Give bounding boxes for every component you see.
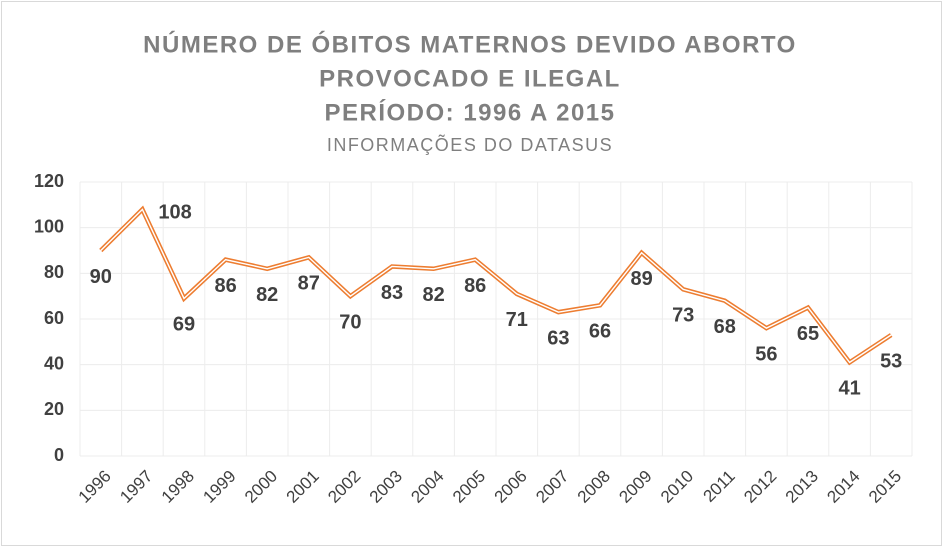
data-label: 56 [755,343,777,365]
data-label: 90 [90,266,112,288]
y-tick-label: 0 [54,445,64,465]
data-label: 86 [214,275,236,297]
data-label: 66 [589,321,611,343]
data-label: 73 [672,305,694,327]
data-label: 68 [714,316,736,338]
y-tick-label: 100 [34,216,64,236]
data-label: 41 [838,378,860,400]
y-tick-label: 40 [44,353,64,373]
data-label: 108 [158,202,191,224]
y-tick-label: 80 [44,262,64,282]
data-line-highlight [100,208,892,364]
chart-title-line: PROVOCADO E ILEGAL [319,65,621,92]
data-label: 87 [298,273,320,295]
y-tick-label: 120 [34,171,64,191]
data-label: 63 [547,327,569,349]
data-label: 71 [506,309,528,331]
chart-title-line: NÚMERO DE ÓBITOS MATERNOS DEVIDO ABORTO [143,30,797,58]
data-label: 82 [256,284,278,306]
data-label: 70 [339,311,361,333]
data-label: 86 [464,275,486,297]
data-label: 65 [797,323,819,345]
data-label: 53 [880,350,902,372]
chart-title-line: PERÍODO: 1996 A 2015 [324,98,615,126]
data-label: 89 [630,268,652,290]
chart-subtitle: INFORMAÇÕES DO DATASUS [327,134,613,155]
data-label: 83 [381,282,403,304]
data-label: 69 [173,314,195,336]
y-tick-label: 60 [44,308,64,328]
y-tick-label: 20 [44,399,64,419]
data-label: 82 [422,284,444,306]
